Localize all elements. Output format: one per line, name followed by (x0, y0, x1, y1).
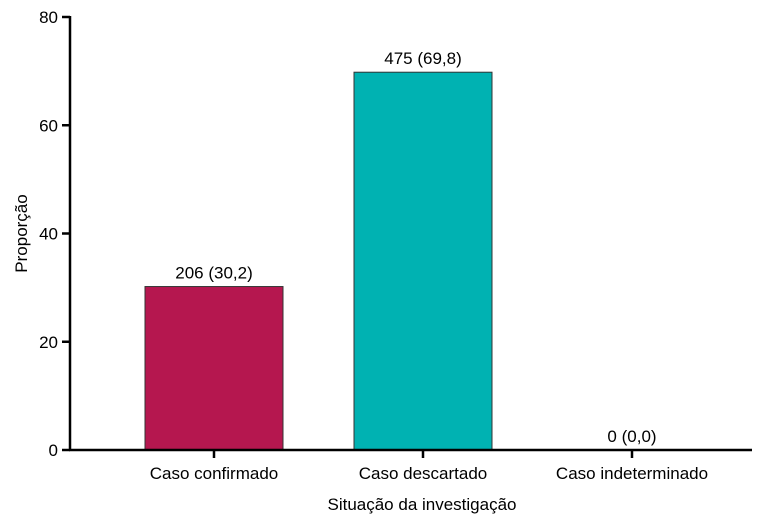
y-tick-label: 20 (39, 333, 58, 352)
y-tick-label: 60 (39, 116, 58, 135)
x-tick-label: Caso descartado (359, 464, 488, 483)
x-tick-label: Caso indeterminado (556, 464, 708, 483)
x-axis-title: Situação da investigação (327, 495, 516, 514)
y-axis-title: Proporção (12, 194, 31, 272)
y-tick-label: 80 (39, 8, 58, 27)
y-axis-ticks: 0 20 40 60 80 (39, 8, 70, 460)
y-tick-label: 40 (39, 225, 58, 244)
data-label: 475 (69,8) (384, 49, 462, 68)
y-tick-label: 0 (49, 441, 58, 460)
x-axis-category-labels: Caso confirmado Caso descartado Caso indet… (150, 450, 708, 483)
data-label: 0 (0,0) (607, 427, 656, 446)
bar (144, 286, 284, 451)
data-label: 206 (30,2) (175, 264, 253, 283)
x-tick-label: Caso confirmado (150, 464, 279, 483)
data-labels: 206 (30,2) 475 (69,8) 0 (0,0) (175, 49, 656, 446)
bars (144, 71, 493, 451)
bar (353, 71, 493, 451)
